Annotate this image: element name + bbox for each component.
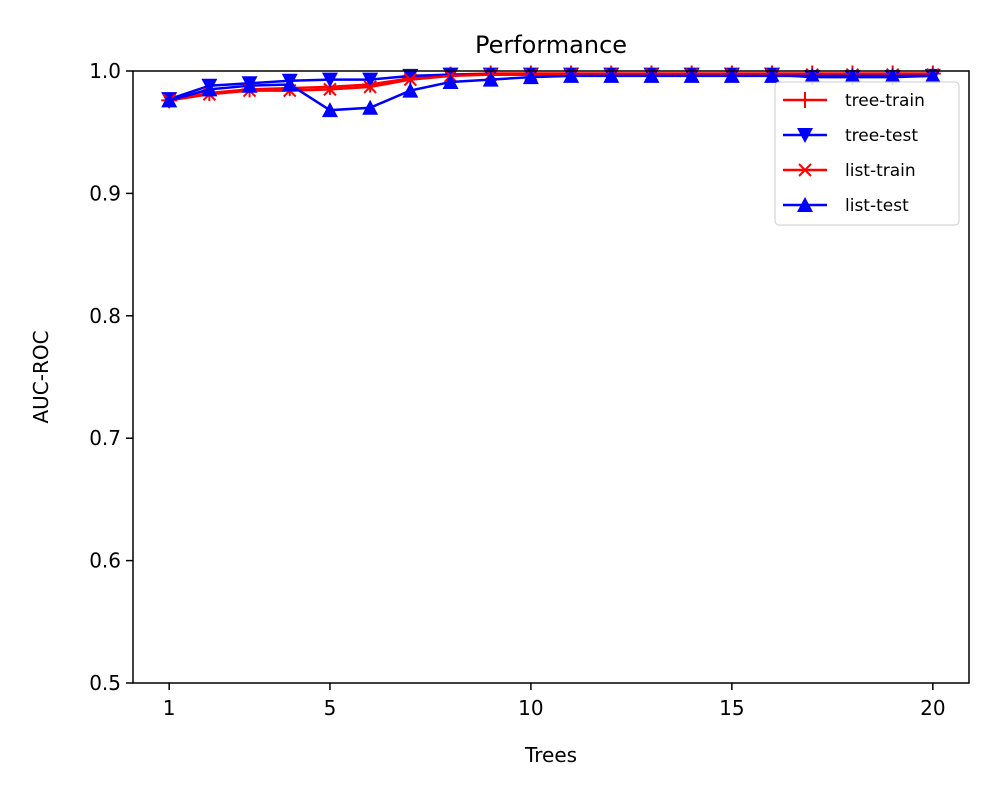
- data-point-list-test: [522, 69, 539, 85]
- data-point-list-train: [403, 72, 418, 87]
- legend: tree-train tree-test list-train list-test: [774, 81, 960, 226]
- data-point-list-test: [442, 74, 459, 90]
- data-point-list-test: [844, 67, 861, 83]
- y-axis-label: AUC-ROC: [29, 330, 53, 423]
- legend-box: [774, 81, 960, 226]
- data-point-list-test: [924, 67, 941, 83]
- data-point-list-test: [482, 71, 499, 87]
- legend-label: tree-train: [845, 91, 925, 111]
- x-tick-label: 1: [163, 696, 176, 720]
- data-point-list-test: [362, 99, 379, 115]
- x-tick-label: 5: [324, 696, 337, 720]
- data-point-list-test: [563, 67, 580, 83]
- data-point-tree-test: [321, 72, 338, 88]
- data-point-list-test: [402, 82, 419, 98]
- data-point-list-test: [764, 67, 781, 83]
- data-point-list-train: [323, 82, 337, 97]
- data-point-list-test: [241, 77, 258, 93]
- y-tick-label: 0.7: [89, 426, 121, 450]
- y-tick-label: 0.9: [89, 181, 121, 205]
- series-list-test: [161, 67, 941, 118]
- y-tick-label: 0.6: [89, 549, 121, 573]
- x-axis-label: Trees: [524, 743, 577, 767]
- series-line-list-test: [168, 74, 933, 112]
- data-point-list-test: [643, 67, 660, 83]
- data-point-list-test: [884, 67, 901, 83]
- legend-swatch-marker: [797, 128, 813, 143]
- data-point-list-test: [723, 67, 740, 83]
- y-tick-label: 1.0: [89, 59, 121, 83]
- data-point-list-test: [804, 67, 821, 83]
- chart-title: Performance: [475, 31, 627, 59]
- legend-label: list-train: [845, 161, 916, 181]
- data-point-list-test: [321, 102, 338, 118]
- data-point-list-train: [363, 80, 377, 94]
- y-tick-label: 0.8: [89, 304, 121, 328]
- data-point-list-test: [603, 67, 620, 83]
- data-point-list-test: [161, 92, 178, 108]
- legend-swatch-marker: [798, 163, 812, 177]
- data-point-list-test: [201, 81, 218, 97]
- legend-swatch-marker: [797, 92, 813, 108]
- data-point-tree-test: [362, 72, 379, 88]
- data-point-list-test: [281, 76, 298, 92]
- legend-label: list-test: [845, 196, 909, 216]
- x-tick-label: 15: [719, 696, 744, 720]
- y-tick-label: 0.5: [89, 671, 121, 695]
- data-point-tree-test: [402, 68, 419, 84]
- legend-label: tree-test: [845, 126, 918, 146]
- x-tick-label: 10: [518, 696, 543, 720]
- data-point-list-test: [683, 67, 700, 83]
- x-tick-label: 20: [920, 696, 945, 720]
- legend-swatch-marker: [797, 197, 813, 212]
- plot-area-frame: [132, 70, 970, 684]
